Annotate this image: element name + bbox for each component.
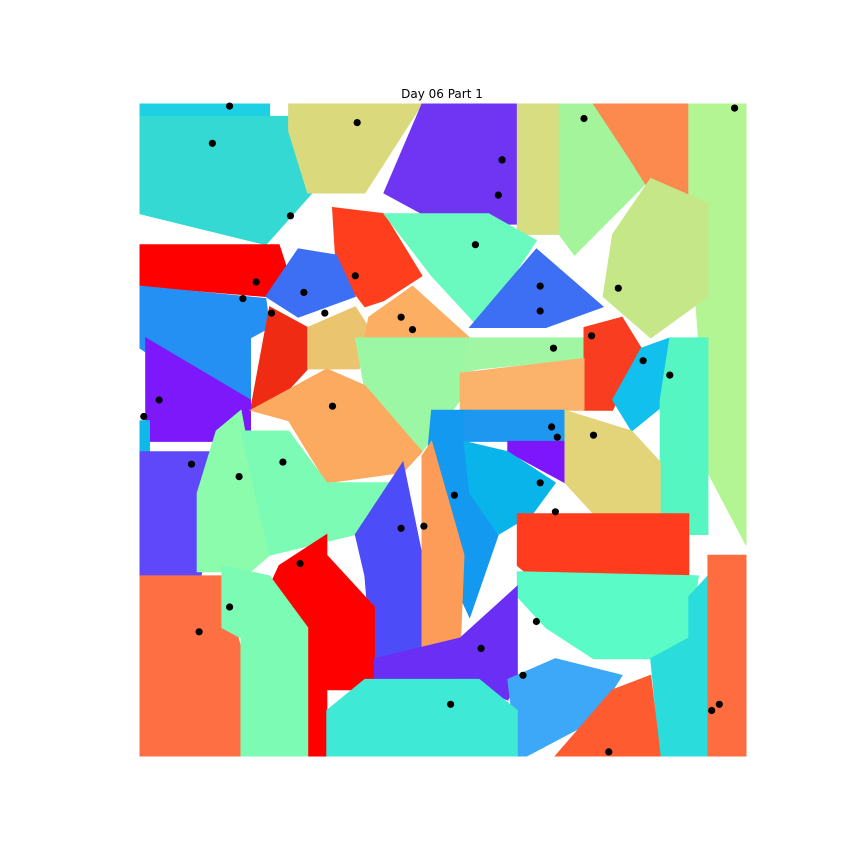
seed-point bbox=[471, 241, 479, 249]
seed-point bbox=[226, 102, 234, 110]
seed-point bbox=[328, 402, 337, 410]
seed-point bbox=[536, 307, 544, 315]
seed-point bbox=[140, 412, 148, 421]
plot-area bbox=[139, 102, 747, 757]
seed-point bbox=[408, 326, 417, 334]
seed-point bbox=[187, 460, 196, 468]
seed-point bbox=[397, 524, 405, 532]
voronoi-region bbox=[602, 177, 709, 339]
seed-point bbox=[286, 212, 295, 220]
seed-point bbox=[580, 114, 588, 123]
seed-point bbox=[300, 288, 308, 296]
voronoi-region bbox=[516, 571, 699, 660]
voronoi-region bbox=[558, 103, 652, 256]
voronoi-region bbox=[421, 440, 465, 649]
voronoi-region bbox=[265, 248, 356, 318]
seed-point bbox=[519, 671, 527, 679]
seed-point bbox=[553, 433, 561, 441]
voronoi-region bbox=[196, 409, 271, 573]
seed-point bbox=[420, 522, 428, 530]
seed-point bbox=[548, 423, 556, 431]
voronoi-region bbox=[326, 678, 518, 757]
voronoi-region bbox=[468, 248, 605, 328]
voronoi-region bbox=[612, 337, 671, 432]
voronoi-region bbox=[554, 674, 661, 757]
voronoi-region bbox=[516, 103, 560, 235]
voronoi-region bbox=[707, 554, 747, 757]
seed-point bbox=[532, 617, 541, 626]
seed-point bbox=[494, 191, 502, 199]
chart-title: Day 06 Part 1 bbox=[401, 87, 483, 101]
seed-point bbox=[296, 559, 304, 568]
seed-point bbox=[155, 396, 163, 404]
seed-point bbox=[351, 272, 359, 280]
seed-point bbox=[549, 344, 558, 352]
seed-point bbox=[614, 284, 622, 292]
seed-point bbox=[450, 491, 458, 499]
seed-point bbox=[353, 119, 361, 127]
seed-point bbox=[715, 700, 723, 708]
seed-point bbox=[267, 309, 276, 317]
seed-point bbox=[536, 282, 544, 290]
seed-point bbox=[321, 309, 329, 317]
seed-point bbox=[666, 371, 674, 379]
voronoi-region bbox=[139, 115, 332, 246]
seed-point bbox=[252, 278, 260, 286]
seed-point bbox=[639, 357, 647, 365]
seed-point bbox=[536, 479, 544, 487]
voronoi-region bbox=[459, 358, 585, 411]
seed-point bbox=[477, 644, 485, 653]
seed-point bbox=[235, 473, 243, 481]
seed-point bbox=[208, 139, 216, 147]
seed-point bbox=[588, 332, 596, 340]
seed-point bbox=[226, 603, 234, 611]
seed-point bbox=[195, 628, 203, 636]
seed-point bbox=[498, 156, 506, 164]
voronoi-region bbox=[221, 564, 309, 757]
voronoi-region bbox=[139, 285, 271, 422]
seed-point bbox=[551, 508, 560, 516]
seed-point bbox=[397, 313, 405, 321]
seed-point bbox=[279, 458, 287, 466]
seed-point bbox=[239, 295, 247, 303]
voronoi-region bbox=[288, 103, 423, 194]
voronoi-region bbox=[659, 337, 709, 535]
seed-point bbox=[708, 706, 716, 715]
voronoi-regions bbox=[139, 103, 747, 757]
seed-points bbox=[140, 102, 739, 756]
seed-point bbox=[605, 748, 613, 756]
seed-point bbox=[589, 431, 598, 439]
seed-point bbox=[447, 700, 455, 708]
seed-point bbox=[731, 104, 739, 112]
voronoi-region bbox=[249, 368, 423, 484]
